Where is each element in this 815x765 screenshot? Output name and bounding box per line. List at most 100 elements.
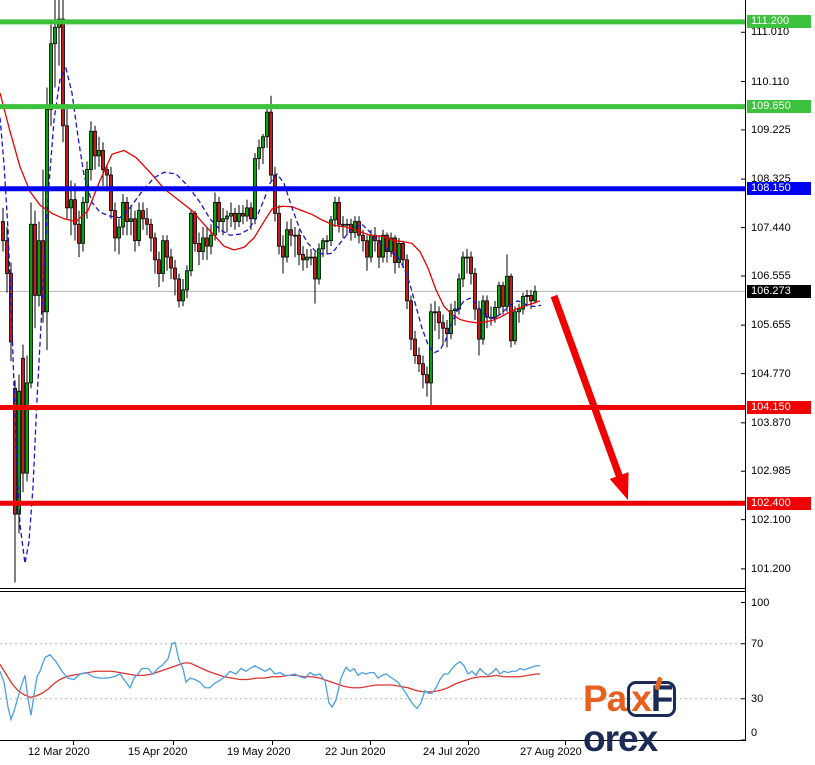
candle-body-up xyxy=(261,136,265,149)
candle-body-up xyxy=(457,278,461,310)
candle-body-down xyxy=(165,240,169,258)
candle-body-down xyxy=(425,374,429,384)
y-axis-tick-label: 101.200 xyxy=(751,562,791,575)
candle-body-down xyxy=(177,278,181,302)
candle-body-up xyxy=(521,296,525,310)
candle-body-down xyxy=(529,294,533,302)
ma-fast-line xyxy=(0,66,542,564)
candle-body-up xyxy=(225,215,229,220)
price-level-badge: 111.200 xyxy=(747,15,811,29)
candle-body-up xyxy=(465,256,469,259)
y-axis-tick-label: 103.870 xyxy=(751,416,791,429)
candle-body-up xyxy=(329,219,333,242)
candle-body-down xyxy=(377,240,381,258)
candle-body-up xyxy=(129,218,133,222)
candle-body-down xyxy=(417,355,421,365)
candle-body-up xyxy=(161,240,165,274)
candle-body-down xyxy=(205,237,209,247)
candle-body-up xyxy=(381,234,385,258)
candle-body-up xyxy=(53,26,57,45)
price-level-badge: 102.400 xyxy=(747,496,811,510)
candle-body-down xyxy=(365,240,369,258)
candle-body-up xyxy=(325,240,329,243)
candle-body-up xyxy=(341,223,345,226)
forecast-arrow-head xyxy=(609,472,629,500)
candle-body-down xyxy=(361,234,365,242)
candle-body-down xyxy=(41,240,45,313)
oscillator-tick-label: 100 xyxy=(751,596,770,609)
candle-body-up xyxy=(201,237,205,253)
candle-body-up xyxy=(285,229,289,258)
candle-body-down xyxy=(93,130,97,157)
candle-body-up xyxy=(213,201,217,236)
oscillator-main-line xyxy=(0,641,540,722)
candle-body-up xyxy=(117,226,121,239)
x-axis-date-label: 22 Jun 2020 xyxy=(325,746,386,758)
candle-body-down xyxy=(173,267,177,280)
candle-body-down xyxy=(73,199,77,225)
axis-right-border xyxy=(745,0,746,741)
logo-text-f: F xyxy=(650,678,674,719)
candle-body-up xyxy=(25,382,29,474)
candle-body-down xyxy=(9,273,13,343)
x-axis-date-label: 27 Aug 2020 xyxy=(520,746,582,758)
price-level-badge: 108.150 xyxy=(747,182,811,196)
candle-body-up xyxy=(525,294,529,297)
candle-body-down xyxy=(269,111,273,176)
candle-body-up xyxy=(433,311,437,314)
candle-body-down xyxy=(289,229,293,236)
candle-body-down xyxy=(169,256,173,269)
candle-body-down xyxy=(1,221,5,242)
candle-body-up xyxy=(317,248,321,280)
x-axis-tick-mark xyxy=(73,741,74,745)
candle-body-down xyxy=(217,201,221,222)
candle-body-down xyxy=(101,150,105,170)
candle-body-down xyxy=(501,285,505,307)
candle-body-up xyxy=(89,130,93,170)
candle-body-down xyxy=(393,237,397,263)
candle-body-down xyxy=(273,174,277,214)
x-axis-tick-mark xyxy=(173,741,174,745)
logo-text-x: x xyxy=(631,678,652,719)
y-axis-tick-label: 111.010 xyxy=(751,26,790,39)
candle-body-up xyxy=(237,212,241,222)
price-level-badge: 104.150 xyxy=(747,401,811,414)
candle-body-down xyxy=(485,300,489,318)
current-price-badge: 106.273 xyxy=(747,284,811,298)
candle-body-down xyxy=(141,210,145,220)
candle-body-up xyxy=(369,234,373,258)
candle-body-down xyxy=(409,300,413,340)
candle-body-up xyxy=(69,199,73,209)
candle-body-down xyxy=(241,212,245,217)
candle-body-down xyxy=(469,256,473,274)
candle-body-up xyxy=(453,308,457,312)
logo-box-outline: xF xyxy=(627,676,677,719)
candle-body-down xyxy=(153,237,157,261)
candle-body-up xyxy=(97,150,101,157)
candle-body-up xyxy=(513,311,517,342)
candle-body-up xyxy=(49,43,53,110)
candle-body-up xyxy=(181,289,185,302)
candle-body-up xyxy=(505,275,509,307)
candle-body-down xyxy=(109,174,113,211)
candle-body-up xyxy=(221,218,225,222)
candle-body-up xyxy=(461,256,465,280)
y-axis-tick-label: 106.555 xyxy=(751,269,791,282)
candle-body-down xyxy=(421,363,425,376)
x-axis-tick-mark xyxy=(272,741,273,745)
oscillator-tick-label: 70 xyxy=(751,637,764,650)
y-axis-tick-label: 108.325 xyxy=(751,173,791,186)
x-axis-tick-mark xyxy=(468,741,469,745)
main-panel-bottom-border xyxy=(0,588,746,589)
candle-body-up xyxy=(229,212,233,217)
y-axis-tick-label: 102.985 xyxy=(751,465,791,478)
price-level-badge: 109.650 xyxy=(747,100,811,114)
candle-body-down xyxy=(249,207,253,220)
y-axis-tick-label: 104.770 xyxy=(751,367,791,380)
y-axis-tick-label: 110.110 xyxy=(751,75,790,88)
candle-body-up xyxy=(481,300,485,340)
x-axis-date-label: 24 Jul 2020 xyxy=(423,746,480,758)
candle-body-down xyxy=(65,125,69,209)
